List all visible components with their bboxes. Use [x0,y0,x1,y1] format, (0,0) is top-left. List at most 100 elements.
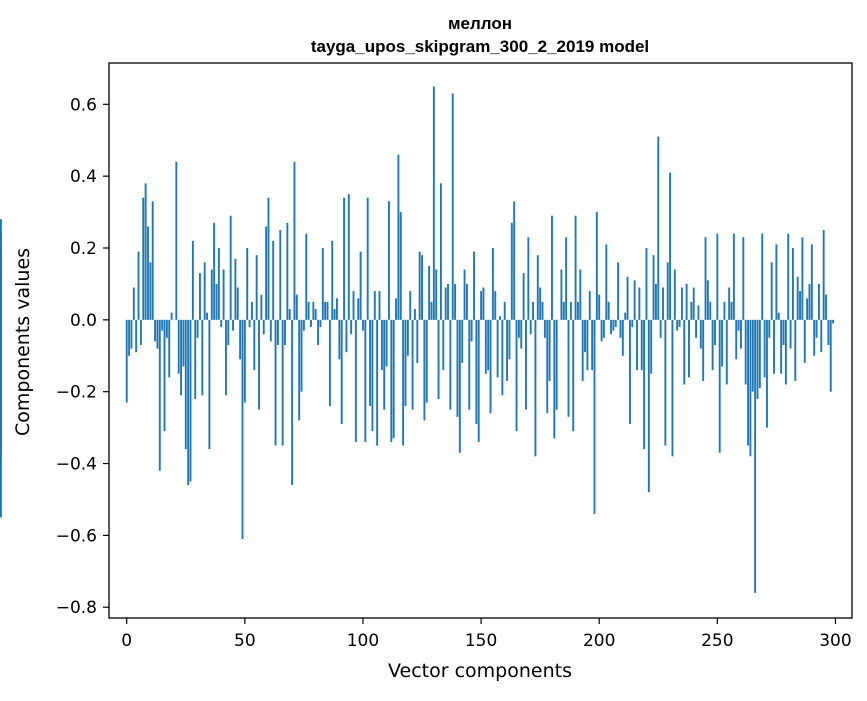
bar-146 [471,320,473,342]
bar-266 [754,320,756,593]
bar-201 [601,320,603,342]
bar-104 [371,320,373,431]
bar-107 [379,291,381,320]
bar-217 [638,288,640,320]
bar-37 [213,223,215,320]
bar-170 [527,237,529,320]
bar-248 [712,320,714,370]
bar-56 [258,320,260,410]
bar-48 [239,320,241,360]
bar-64 [277,320,279,345]
bar-4 [135,320,137,352]
bar-76 [305,234,307,320]
bar-87 [331,241,333,320]
bar-79 [312,302,314,320]
bar-240 [693,288,695,320]
bar-175 [539,288,541,320]
bar-151 [483,288,485,320]
bar-116 [400,212,402,320]
bar-131 [435,270,437,320]
bar-85 [327,302,329,320]
bar-246 [707,280,709,320]
bar-272 [768,320,770,338]
bar-57 [260,295,262,320]
bar-28 [192,241,194,320]
bar-9 [147,226,149,319]
bar-226 [660,320,662,338]
bar-41 [223,270,225,320]
bar-140 [457,320,459,417]
bar-132 [438,320,440,399]
y-tick-label-5: 0.2 [70,239,97,259]
bar-270 [764,320,766,377]
bar-36 [211,270,213,320]
bar-21 [175,162,177,320]
bar-19 [171,313,173,320]
bar-178 [546,320,548,413]
bar-184 [560,270,562,320]
bar-282 [792,248,794,320]
bar-205 [610,320,612,334]
bar-210 [622,320,624,356]
bar-173 [534,320,536,457]
bar-52 [249,320,251,327]
bar-124 [419,252,421,320]
bar-227 [662,288,664,320]
bar-161 [506,320,508,381]
bar-75 [303,320,305,331]
x-tick-label-0: 0 [121,631,132,651]
bar-232 [674,270,676,320]
bar-213 [629,320,631,424]
bar-62 [272,241,274,320]
bar-113 [393,320,395,439]
bar-186 [565,237,567,320]
bar-25 [185,320,187,449]
bar-42 [225,320,227,395]
bar-27 [190,320,192,482]
bar-153 [487,320,489,370]
bar-169 [525,320,527,410]
bar-160 [504,302,506,320]
bar-127 [426,320,428,403]
bar-121 [412,320,414,410]
bar-284 [797,277,799,320]
y-tick-label-0: −0.8 [56,598,97,618]
bar-18 [168,320,170,377]
bar-229 [667,262,669,319]
bar-148 [475,320,477,424]
bar-81 [317,320,319,345]
bar-97 [355,320,357,442]
bar-239 [690,302,692,320]
bar-158 [499,316,501,320]
bar-44 [230,216,232,320]
bar-108 [381,320,383,370]
x-tick-label-250: 250 [701,631,733,651]
y-tick-label-3: −0.2 [56,383,97,403]
bar-118 [405,320,407,406]
bar-17 [166,320,168,338]
bar-50 [244,320,246,403]
bar-218 [641,320,643,370]
bar-260 [740,320,742,349]
bar-263 [747,320,749,446]
bar-225 [657,137,659,320]
bar-63 [275,320,277,446]
bar-254 [726,320,728,385]
bar-298 [830,320,832,392]
x-tick-label-100: 100 [347,631,379,651]
bar-29 [194,320,196,399]
bar-143 [464,270,466,320]
bar-231 [672,320,674,457]
bar-212 [627,277,629,320]
bar-262 [745,320,747,385]
bar-296 [825,295,827,320]
bar-5 [138,252,140,320]
bar-279 [785,320,787,385]
bar-72 [296,295,298,320]
bar-249 [714,320,716,345]
bar-1 [128,320,130,356]
bar-189 [572,320,574,431]
bar-281 [790,320,792,349]
bar-14 [159,320,161,471]
bar-166 [518,320,520,338]
